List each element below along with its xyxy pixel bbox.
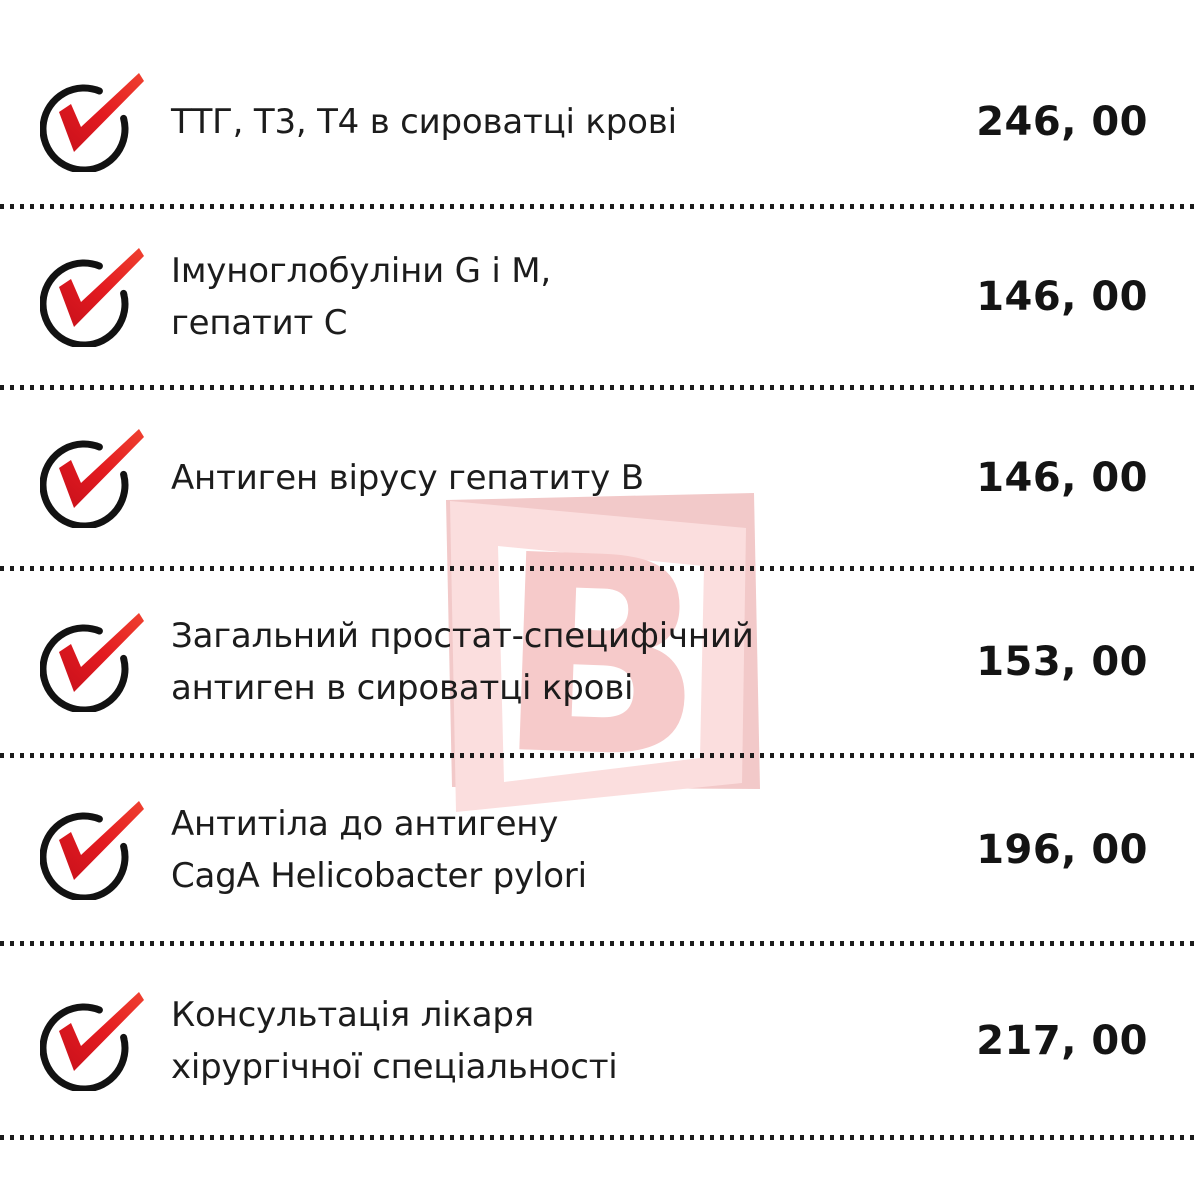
price-list-row: Консультація лікаря хірургічної спеціаль… bbox=[0, 946, 1200, 1135]
service-price: 146, 00 bbox=[976, 455, 1148, 501]
price-list-row: Антиген вірусу гепатиту В 146, 00 bbox=[0, 390, 1200, 566]
checkmark-circle-icon bbox=[40, 72, 144, 172]
service-price: 196, 00 bbox=[976, 826, 1148, 873]
price-list-row: Антитіла до антигену CagA Helicobacter p… bbox=[0, 758, 1200, 941]
service-price: 217, 00 bbox=[976, 1017, 1148, 1064]
price-list-row: ТТГ, Т3, Т4 в сироватці крові 246, 00 bbox=[0, 0, 1200, 204]
service-price: 146, 00 bbox=[976, 274, 1148, 320]
price-list: ТТГ, Т3, Т4 в сироватці крові 246, 00 Ім… bbox=[0, 0, 1200, 1140]
price-list-row: Імуноглобуліни G і М, гепатит С 146, 00 bbox=[0, 209, 1200, 385]
service-name-line: хірургічної спеціальності bbox=[171, 1046, 618, 1087]
service-name-line: Імуноглобуліни G і М, bbox=[171, 251, 551, 291]
service-name-line: Антитіла до антигену bbox=[171, 803, 559, 844]
service-name-line: Консультація лікаря bbox=[171, 994, 535, 1035]
service-name-line: CagA Helicobacter pylori bbox=[171, 855, 587, 896]
service-name: Імуноглобуліни G і М, гепатит С bbox=[171, 245, 551, 349]
checkmark-circle-icon bbox=[40, 428, 144, 528]
service-name: Антиген вірусу гепатиту В bbox=[171, 452, 644, 504]
service-name-line: гепатит С bbox=[171, 303, 348, 343]
dotted-divider bbox=[0, 941, 1200, 946]
checkmark-circle-icon bbox=[40, 247, 144, 347]
service-name-line: Загальний простат-специфічний bbox=[171, 616, 754, 656]
dotted-divider bbox=[0, 204, 1200, 209]
checkmark-circle-icon bbox=[40, 800, 144, 900]
service-price: 246, 00 bbox=[976, 99, 1148, 145]
service-name: ТТГ, Т3, Т4 в сироватці крові bbox=[171, 96, 677, 148]
price-list-row: Загальний простат-специфічний антиген в … bbox=[0, 571, 1200, 753]
checkmark-circle-icon bbox=[40, 991, 144, 1091]
service-name: Загальний простат-специфічний антиген в … bbox=[171, 610, 754, 714]
service-name-line: ТТГ, Т3, Т4 в сироватці крові bbox=[171, 102, 677, 142]
service-price: 153, 00 bbox=[976, 639, 1148, 685]
service-name: Антитіла до антигену CagA Helicobacter p… bbox=[171, 798, 587, 902]
dotted-divider bbox=[0, 1135, 1200, 1140]
dotted-divider bbox=[0, 385, 1200, 390]
service-name: Консультація лікаря хірургічної спеціаль… bbox=[171, 989, 618, 1093]
checkmark-circle-icon bbox=[40, 612, 144, 712]
service-name-line: антиген в сироватці крові bbox=[171, 668, 634, 708]
service-name-line: Антиген вірусу гепатиту В bbox=[171, 458, 644, 498]
